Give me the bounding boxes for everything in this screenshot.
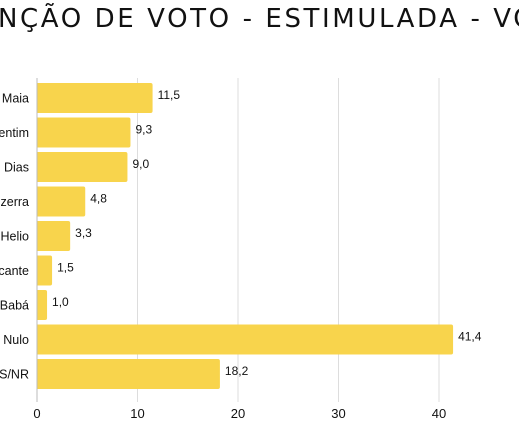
value-label: 18,2 <box>225 364 249 378</box>
bar <box>37 186 86 217</box>
bar <box>37 117 131 148</box>
value-label: 3,3 <box>75 226 92 240</box>
category-label: Dias <box>4 161 29 175</box>
category-label: zerra <box>1 195 30 209</box>
value-label: 41,4 <box>458 330 482 344</box>
bar <box>37 290 48 320</box>
x-tick-label: 40 <box>432 406 446 421</box>
x-tick-label: 30 <box>331 406 345 421</box>
bar <box>37 83 153 113</box>
x-axis: 0 10 20 30 40 <box>33 78 446 421</box>
category-label: S/NR <box>0 368 29 382</box>
category-label: cante <box>0 264 29 278</box>
labels: Maia 11,5 entim 9,3 Dias 9,0 zerra 4,8 Helio 3,3 c… <box>0 88 482 382</box>
value-label: 1,5 <box>57 261 74 275</box>
category-label: Babá <box>0 299 29 313</box>
category-label: Maia <box>2 92 29 106</box>
category-label: Nulo <box>3 333 29 347</box>
category-label: Helio <box>1 230 30 244</box>
x-tick-label: 10 <box>130 406 144 421</box>
x-tick-label: 0 <box>33 406 40 421</box>
category-label: entim <box>0 126 29 140</box>
bars <box>37 83 454 389</box>
bar <box>37 221 71 251</box>
bar <box>37 324 454 355</box>
chart-title: NÇÃO DE VOTO - ESTIMULADA - VO <box>0 4 519 34</box>
bar <box>37 255 53 286</box>
bar <box>37 359 220 389</box>
value-label: 9,3 <box>135 123 152 137</box>
x-tick-label: 20 <box>231 406 245 421</box>
value-label: 9,0 <box>132 157 149 171</box>
value-label: 4,8 <box>90 192 107 206</box>
value-label: 1,0 <box>52 295 69 309</box>
bar <box>37 152 128 182</box>
value-label: 11,5 <box>158 88 181 102</box>
